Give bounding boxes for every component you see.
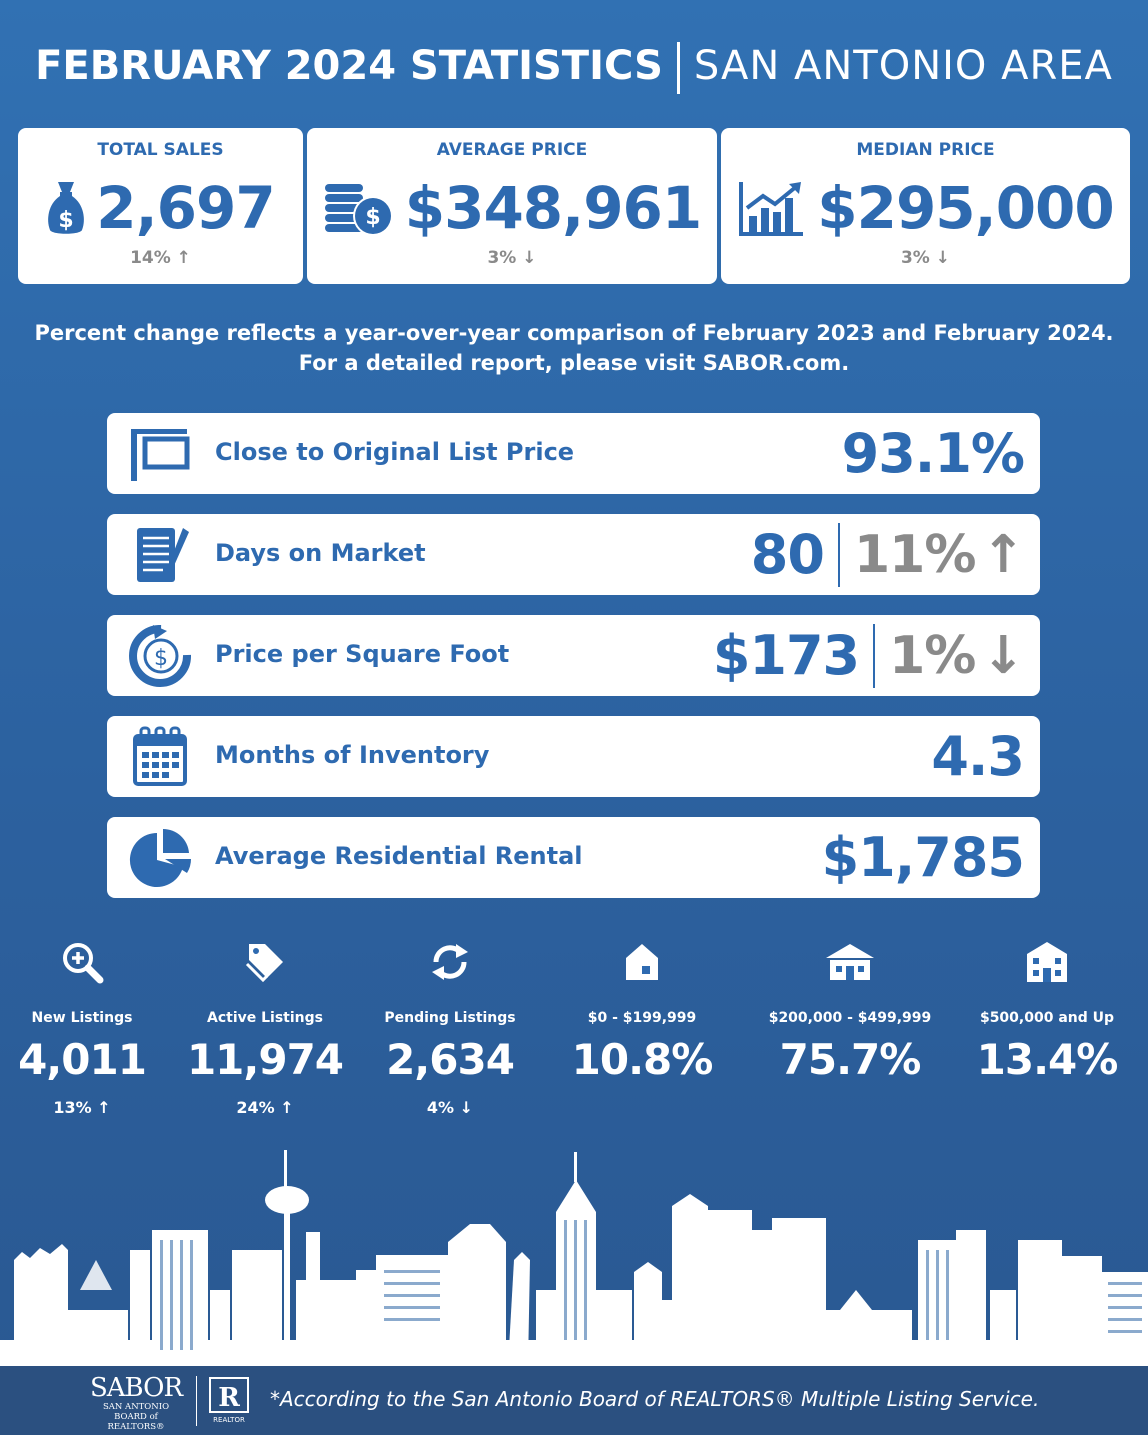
new-listings-stat: New Listings 4,011 13% ↑	[0, 940, 177, 1117]
days-on-market-bar: Days on Market 80 11% ↑	[107, 514, 1040, 595]
active-listings-stat: Active Listings 11,974 24% ↑	[170, 940, 360, 1117]
money-bag-icon: $	[48, 182, 85, 234]
bar-label: Months of Inventory	[215, 741, 490, 769]
price-range-low-stat: $0 - $199,999 10.8%	[547, 940, 737, 1086]
days-on-market-change: 11% ↑	[853, 524, 1025, 585]
pending-listings-change: 4% ↓	[426, 1098, 474, 1117]
title-date: FEBRUARY 2024 STATISTICS	[35, 43, 663, 89]
price-range-high-stat: $500,000 and Up 13.4%	[952, 940, 1142, 1086]
price-range-mid-stat: $200,000 - $499,999 75.7%	[755, 940, 945, 1086]
sign-icon	[131, 429, 190, 481]
card-label: AVERAGE PRICE	[436, 140, 588, 160]
total-sales-value: 2,697	[96, 174, 275, 242]
pie-chart-icon	[129, 828, 192, 887]
arrow-down-icon: ↓	[981, 625, 1025, 686]
magnifier-plus-icon	[63, 943, 104, 984]
stat-label: Active Listings	[207, 1010, 323, 1026]
total-sales-card: TOTAL SALES $ 2,697 14% ↑	[18, 128, 303, 284]
value-divider	[873, 623, 876, 688]
pending-listings-value: 2,634	[386, 1035, 515, 1084]
close-to-list-bar: Close to Original List Price 93.1%	[107, 413, 1040, 494]
months-inventory-value: 4.3	[931, 725, 1025, 788]
average-price-card: AVERAGE PRICE $ $348,961 3% ↓	[307, 128, 717, 284]
bar-label: Days on Market	[215, 539, 426, 567]
total-sales-change: 14% ↑	[130, 248, 191, 268]
bar-label: Price per Square Foot	[215, 640, 510, 668]
page-title: FEBRUARY 2024 STATISTICS SAN ANTONIO AREA	[0, 36, 1148, 96]
average-price-change: 3% ↓	[487, 248, 537, 268]
average-rental-value: $1,785	[821, 826, 1025, 889]
note-line-2: For a detailed report, please visit SABO…	[298, 351, 850, 375]
svg-text:$: $	[365, 205, 380, 230]
title-area: SAN ANTONIO AREA	[693, 43, 1113, 89]
active-listings-value: 11,974	[186, 1035, 344, 1084]
notepad-icon	[137, 528, 189, 582]
price-range-low-value: 10.8%	[571, 1035, 714, 1084]
bar-label: Close to Original List Price	[215, 438, 575, 466]
arrow-up-icon: ↑	[981, 524, 1025, 585]
svg-text:$: $	[154, 646, 168, 671]
logo-main: SABOR	[89, 1373, 183, 1403]
price-per-sqft-change: 1% ↓	[889, 625, 1025, 686]
price-range-mid-value: 75.7%	[779, 1035, 922, 1084]
comparison-note: Percent change reflects a year-over-year…	[0, 318, 1148, 378]
sabor-logo: SABOR SAN ANTONIO BOARD of REALTORS®	[86, 1373, 186, 1432]
card-label: MEDIAN PRICE	[856, 140, 995, 160]
stat-label: New Listings	[31, 1010, 133, 1026]
footer: SABOR SAN ANTONIO BOARD of REALTORS® R R…	[0, 1366, 1148, 1435]
footer-disclaimer: *According to the San Antonio Board of R…	[270, 1387, 1040, 1411]
price-per-sqft-value: $173	[712, 624, 860, 687]
median-price-card: MEDIAN PRICE $295,000 3% ↓	[721, 128, 1130, 284]
logo-sub-2: BOARD of REALTORS®	[107, 1412, 165, 1432]
footer-divider	[196, 1376, 197, 1426]
new-listings-value: 4,011	[18, 1035, 147, 1084]
bar-label: Average Residential Rental	[215, 842, 583, 870]
coin-stack-icon: $	[324, 184, 393, 236]
months-inventory-bar: Months of Inventory 4.3	[107, 716, 1040, 797]
average-rental-bar: Average Residential Rental $1,785	[107, 817, 1040, 898]
title-divider	[676, 42, 680, 94]
pending-listings-stat: Pending Listings 2,634 4% ↓	[355, 940, 545, 1117]
calendar-icon	[133, 726, 187, 786]
days-on-market-value: 80	[750, 523, 825, 586]
dollar-cycle-icon: $	[129, 625, 192, 687]
price-per-sqft-bar: $ Price per Square Foot $173 1% ↓	[107, 615, 1040, 696]
value-divider	[837, 522, 840, 587]
small-house-icon	[626, 944, 658, 980]
close-to-list-value: 93.1%	[841, 422, 1025, 485]
city-skyline	[0, 1150, 1148, 1366]
svg-text:REALTOR: REALTOR	[213, 1416, 245, 1424]
average-price-value: $348,961	[404, 174, 703, 242]
median-price-value: $295,000	[817, 174, 1115, 242]
price-tag-icon	[245, 944, 283, 983]
active-listings-change: 24% ↑	[236, 1098, 294, 1117]
large-house-icon	[1027, 942, 1067, 982]
card-label: TOTAL SALES	[97, 140, 224, 160]
stat-label: $200,000 - $499,999	[768, 1010, 932, 1026]
new-listings-change: 13% ↑	[53, 1098, 111, 1117]
price-range-high-value: 13.4%	[976, 1035, 1119, 1084]
realtor-logo: R REALTOR	[209, 1377, 249, 1424]
stat-label: Pending Listings	[384, 1010, 516, 1026]
note-line-1: Percent change reflects a year-over-year…	[34, 321, 1114, 345]
medium-house-icon	[826, 944, 874, 980]
svg-text:R: R	[218, 1383, 240, 1413]
stat-label: $500,000 and Up	[979, 1010, 1115, 1026]
logo-sub-1: SAN ANTONIO	[102, 1402, 170, 1412]
refresh-arrows-icon	[432, 944, 468, 980]
growth-chart-icon	[739, 182, 804, 236]
stat-label: $0 - $199,999	[587, 1010, 697, 1026]
median-price-change: 3% ↓	[900, 248, 951, 268]
svg-text:$: $	[59, 208, 74, 233]
